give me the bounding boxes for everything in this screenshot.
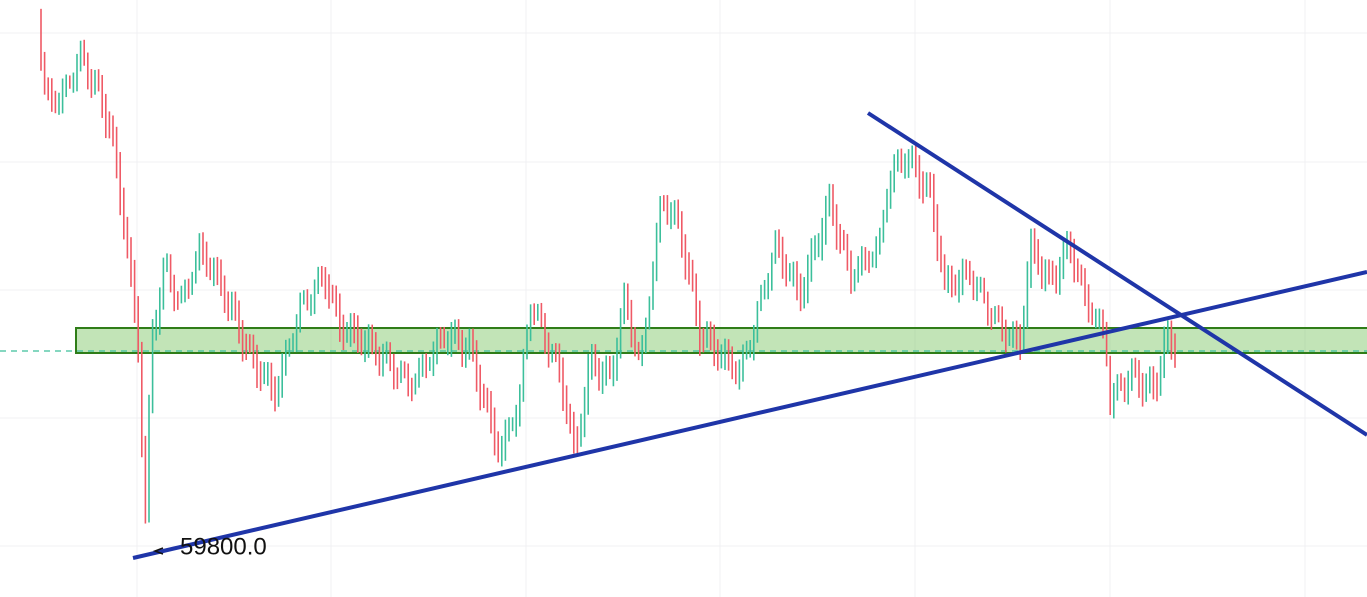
trend-line [132,270,1367,560]
label-arrow [152,547,164,555]
candles [40,8,1176,524]
trend-line [866,111,1367,437]
low-price-label: 59800.0 [180,533,267,560]
